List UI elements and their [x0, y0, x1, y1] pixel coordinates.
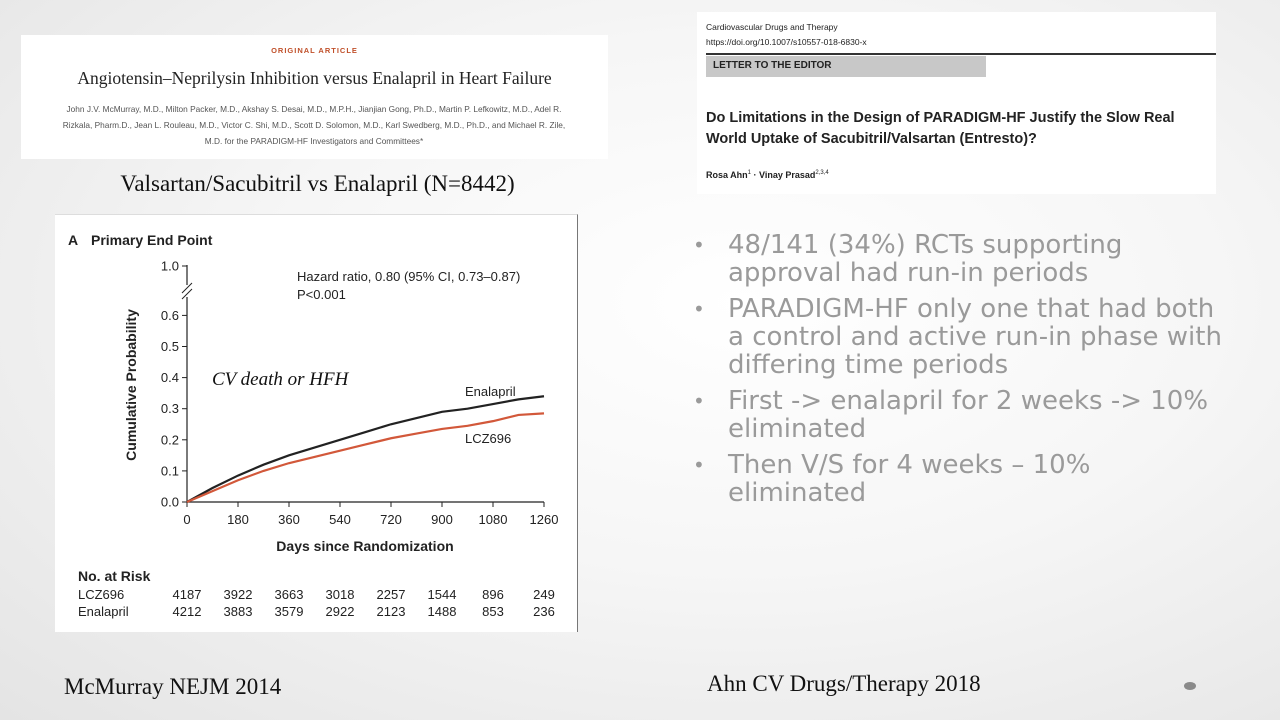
right-citation: Ahn CV Drugs/Therapy 2018	[707, 671, 981, 696]
bullet-text: 48/141 (34%) RCTs supporting approval ha…	[728, 230, 1123, 288]
bullet-item: • 48/141 (34%) RCTs supporting approval h…	[693, 231, 1233, 287]
p-value-text: P<0.001	[297, 287, 346, 302]
risk-cell: 3663	[275, 587, 304, 602]
series-label-lcz696: LCZ696	[465, 431, 511, 446]
section-label: LETTER TO THE EDITOR	[713, 60, 832, 71]
article-type-label: ORIGINAL ARTICLE	[271, 46, 358, 55]
springer-article-header: Cardiovascular Drugs and Therapy https:/…	[697, 12, 1216, 194]
slide-nav-dot-icon[interactable]	[1184, 682, 1196, 690]
journal-doi-link[interactable]: https://doi.org/10.1007/s10557-018-6830-…	[706, 37, 867, 47]
slide-left-heading: Valsartan/Sacubitril vs Enalapril (N=844…	[120, 171, 515, 196]
bullet-text: First -> enalapril for 2 weeks -> 10% el…	[728, 386, 1209, 444]
x-tick-label: 1260	[530, 512, 559, 527]
risk-cell: 853	[482, 604, 504, 619]
y-tick-label: 1.0	[161, 259, 179, 274]
bullet-dot-icon: •	[693, 297, 705, 321]
x-tick-label: 0	[183, 512, 190, 527]
y-tick-label: 0.5	[161, 339, 179, 354]
series-line-lcz696	[186, 412, 545, 504]
article-authors: John J.V. McMurray, M.D., Milton Packer,…	[29, 101, 599, 149]
authors-line: M.D. for the PARADIGM-HF Investigators a…	[204, 136, 424, 146]
section-banner: LETTER TO THE EDITOR	[706, 56, 986, 77]
x-tick-label: 360	[278, 512, 300, 527]
author-name: Rosa Ahn	[706, 170, 748, 180]
risk-cell: 2922	[326, 604, 355, 619]
x-tick-label: 180	[227, 512, 249, 527]
risk-cell: 1488	[428, 604, 457, 619]
author-affiliation: 2,3,4	[815, 170, 829, 176]
bullet-item: • Then V/S for 4 weeks – 10% eliminated	[693, 451, 1233, 507]
journal-name: Cardiovascular Drugs and Therapy	[706, 22, 838, 32]
y-tick-label: 0.1	[161, 463, 179, 478]
header-rule	[706, 53, 1216, 55]
risk-cell: 236	[533, 604, 555, 619]
risk-cell: 1544	[428, 587, 457, 602]
risk-cell: 3579	[275, 604, 304, 619]
bullet-item: • First -> enalapril for 2 weeks -> 10% e…	[693, 387, 1233, 443]
x-tick-label: 1080	[479, 512, 508, 527]
y-tick-label: 0.6	[161, 308, 179, 323]
risk-cell: 4187	[173, 587, 202, 602]
y-tick-label: 0.3	[161, 401, 179, 416]
author-name: · Vinay Prasad	[751, 170, 816, 180]
risk-cell: 2257	[377, 587, 406, 602]
endpoint-annotation: CV death or HFH	[212, 369, 350, 390]
y-tick-label: 0.0	[161, 495, 179, 510]
article-title: Angiotensin–Neprilysin Inhibition versus…	[77, 68, 552, 88]
chart-title: Primary End Point	[91, 232, 213, 248]
authors-line: Rizkala, Pharm.D., Jean L. Rouleau, M.D.…	[62, 120, 566, 130]
series-line-enalapril	[186, 395, 545, 503]
risk-cell: 3922	[224, 587, 253, 602]
bullet-item: • PARADIGM-HF only one that had both a co…	[693, 295, 1233, 379]
risk-row-label: LCZ696	[78, 587, 124, 602]
risk-row-label: Enalapril	[78, 604, 129, 619]
risk-cell: 3018	[326, 587, 355, 602]
x-axis-label: Days since Randomization	[276, 538, 453, 554]
bullet-dot-icon: •	[693, 389, 705, 413]
axis-break-mark	[181, 288, 193, 300]
y-tick-label: 0.2	[161, 432, 179, 447]
risk-cell: 896	[482, 587, 504, 602]
panel-letter: A	[68, 232, 78, 248]
x-tick-label: 540	[329, 512, 351, 527]
risk-cell: 2123	[377, 604, 406, 619]
hazard-ratio-text: Hazard ratio, 0.80 (95% CI, 0.73–0.87)	[297, 269, 520, 284]
bullet-list: • 48/141 (34%) RCTs supporting approval h…	[693, 231, 1233, 515]
risk-table-title: No. at Risk	[78, 568, 151, 584]
y-axis-label: Cumulative Probability	[123, 309, 139, 461]
axis-break-mark	[181, 282, 193, 294]
author-affiliation: 1	[747, 170, 752, 176]
left-citation: McMurray NEJM 2014	[64, 674, 282, 699]
letter-title: Do Limitations in the Design of PARADIGM…	[706, 110, 1175, 147]
bullet-dot-icon: •	[693, 233, 705, 257]
series-label-enalapril: Enalapril	[465, 384, 516, 399]
risk-cell: 249	[533, 587, 555, 602]
risk-cell: 3883	[224, 604, 253, 619]
authors-line: John J.V. McMurray, M.D., Milton Packer,…	[66, 104, 562, 114]
risk-cell: 4212	[173, 604, 202, 619]
bullet-dot-icon: •	[693, 453, 705, 477]
kaplan-meier-figure: A Primary End Point Hazard ratio, 0.80 (…	[55, 214, 578, 632]
bullet-text: PARADIGM-HF only one that had both a con…	[728, 294, 1222, 380]
chart-svg: A Primary End Point Hazard ratio, 0.80 (…	[68, 232, 559, 619]
x-tick-label: 720	[380, 512, 402, 527]
letter-authors: Rosa Ahn1 · Vinay Prasad2,3,4	[706, 170, 829, 180]
x-tick-label: 900	[431, 512, 453, 527]
bullet-text: Then V/S for 4 weeks – 10% eliminated	[728, 450, 1091, 508]
nejm-article-header: ORIGINAL ARTICLE Angiotensin–Neprilysin …	[21, 35, 608, 159]
y-tick-label: 0.4	[161, 370, 179, 385]
